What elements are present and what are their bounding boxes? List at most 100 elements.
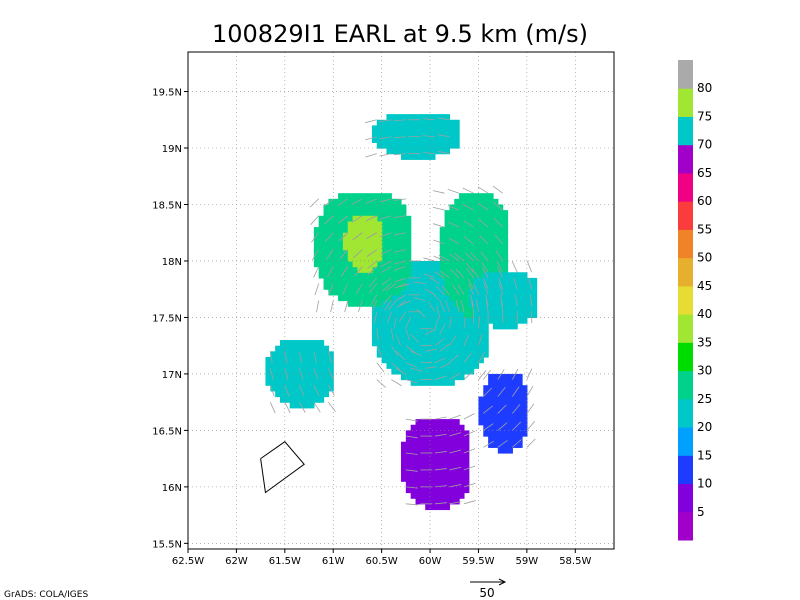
wind-cell [439, 244, 446, 251]
wind-cell [512, 379, 518, 386]
wind-cell [391, 142, 397, 149]
wind-cell [386, 351, 392, 358]
wind-cell [275, 385, 281, 392]
wind-cell [444, 328, 451, 335]
wind-cell [483, 249, 489, 256]
wind-cell [434, 481, 441, 488]
wind-cell [391, 232, 397, 239]
wind-cell [405, 368, 412, 375]
wind-cell [434, 148, 441, 155]
wind-cell [459, 424, 465, 431]
wind-cell [512, 390, 518, 398]
wind-cell [304, 356, 310, 364]
wind-cell [439, 300, 446, 307]
wind-vector [529, 294, 533, 307]
wind-cell [439, 379, 446, 386]
wind-cell [415, 311, 421, 319]
wind-cell [391, 328, 397, 335]
wind-cell [415, 362, 421, 369]
wind-cell [313, 340, 320, 347]
wind-cell [430, 452, 436, 460]
wind-cell [478, 238, 484, 245]
wind-cell [294, 345, 300, 352]
wind-cell [434, 441, 441, 448]
wind-cell [444, 283, 451, 290]
wind-cell [512, 317, 518, 324]
wind-cell [502, 215, 509, 223]
wind-cell [449, 340, 455, 347]
wind-cell [430, 356, 436, 364]
wind-vector [381, 277, 392, 286]
wind-vector [473, 283, 479, 296]
wind-cell [338, 227, 344, 234]
wind-cell [362, 198, 368, 206]
wind-vector [449, 253, 460, 262]
wind-vector [434, 468, 447, 471]
wind-cell [502, 249, 509, 256]
wind-cell [405, 266, 412, 273]
wind-cell [270, 351, 276, 358]
wind-cell [347, 283, 354, 290]
wind-vector [314, 283, 320, 296]
wind-cell [415, 464, 421, 471]
wind-vector [284, 368, 289, 380]
wind-cell [342, 227, 349, 234]
wind-cell [454, 249, 460, 256]
wind-cell [444, 424, 451, 431]
wind-cell [454, 368, 460, 375]
wind-vector [422, 135, 435, 138]
wind-cell [401, 283, 407, 290]
wind-vector [379, 153, 392, 157]
wind-cell [517, 289, 523, 296]
wind-cell [492, 430, 499, 437]
wind-cell [468, 289, 475, 296]
wind-cell [434, 260, 441, 268]
wind-cell [342, 193, 349, 200]
wind-cell [386, 249, 392, 256]
wind-cell [488, 317, 494, 324]
wind-cell [376, 345, 383, 352]
wind-vector [478, 370, 487, 380]
wind-vector [455, 268, 465, 279]
wind-cell [376, 340, 383, 347]
wind-cell [531, 283, 538, 290]
wind-cell [463, 452, 470, 460]
wind-vector [449, 432, 462, 437]
wind-cell [492, 198, 499, 206]
wind-cell [449, 272, 455, 279]
wind-vector [393, 232, 406, 236]
wind-cell [376, 289, 383, 296]
wind-cell [396, 114, 402, 121]
wind-cell [492, 210, 499, 217]
wind-cell [279, 345, 286, 352]
wind-cell [347, 238, 354, 245]
wind-cell [415, 424, 421, 431]
wind-vector [471, 299, 475, 312]
wind-cell [483, 340, 489, 347]
wind-cell [459, 215, 465, 223]
wind-cell [507, 294, 513, 302]
wind-cell [381, 232, 388, 239]
wind-cell [463, 458, 470, 465]
wind-cell [391, 221, 397, 228]
wind-cell [381, 356, 388, 364]
wind-vector [380, 249, 392, 256]
wind-cell [367, 277, 373, 285]
wind-cell [347, 204, 354, 211]
wind-cell [488, 210, 494, 217]
wind-cell [483, 232, 489, 239]
wind-cell [488, 430, 494, 437]
wind-vector [367, 266, 378, 275]
wind-vector [497, 422, 508, 431]
wind-cell [434, 464, 441, 471]
wind-cell [444, 469, 451, 477]
wind-cell [410, 260, 417, 268]
wind-cell [492, 402, 499, 409]
wind-cell [434, 351, 441, 358]
wind-cell [502, 402, 509, 409]
wind-cell [492, 249, 499, 256]
wind-cell [338, 294, 344, 302]
wind-cell [357, 255, 363, 262]
wind-vector [310, 215, 320, 225]
wind-vector [313, 266, 320, 278]
